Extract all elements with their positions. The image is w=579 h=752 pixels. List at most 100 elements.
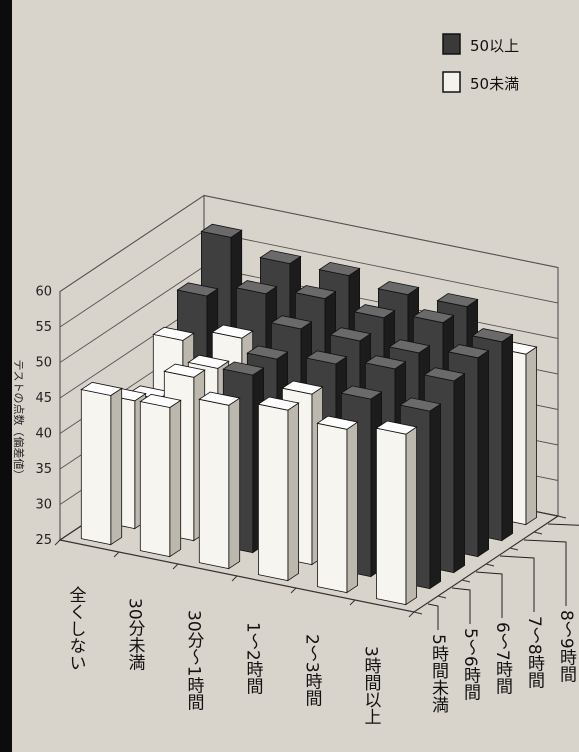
bar-top-face <box>80 381 123 396</box>
depth-label-leader-line <box>547 523 579 526</box>
bar-top-face <box>318 261 361 277</box>
bar-top-face <box>423 367 466 382</box>
bar-front-face <box>375 427 407 606</box>
bar-top-face <box>305 350 348 365</box>
x-axis-tick-mark <box>349 599 356 606</box>
bar-front-face <box>198 398 230 570</box>
bar-top-face <box>152 326 195 341</box>
bar-top-face <box>222 361 265 376</box>
bar-top-face <box>412 309 455 324</box>
y-tick-label: 50 <box>35 356 52 371</box>
x-category-label: 1〜2時間 <box>243 622 263 696</box>
bar-top-face <box>198 391 241 406</box>
x-axis-tick-mark <box>290 587 297 594</box>
bar <box>139 393 182 558</box>
depth-axis-tick-mark <box>533 531 543 535</box>
x-category-label: 30分未満 <box>125 598 146 672</box>
y-tick-label: 35 <box>35 462 52 477</box>
bar-side-face <box>110 387 123 546</box>
bar-top-face <box>163 363 206 378</box>
chart-bars <box>80 223 538 606</box>
bar-top-face <box>235 280 278 295</box>
y-tick-label: 40 <box>35 427 52 442</box>
bar <box>257 396 300 582</box>
y-tick-label: 30 <box>35 498 52 513</box>
bar-front-face <box>257 403 289 582</box>
depth-axis-tick-mark <box>557 515 567 519</box>
bar-top-face <box>211 324 254 339</box>
depth-category-label: 8〜9時間 <box>556 610 576 684</box>
depth-label-leader-line <box>523 539 567 606</box>
bar <box>198 391 241 570</box>
depth-axis-tick-mark <box>461 579 471 583</box>
x-axis-category-labels: 全くしない 30分未満 30分〜1時間 1〜2時間 2〜3時間 3時間以上 <box>66 586 382 725</box>
y-axis-ticks: 25 30 35 40 45 50 55 60 <box>35 285 52 549</box>
bar-side-face <box>525 346 537 526</box>
legend: 50以上 50未満 <box>442 33 519 93</box>
bar-top-face <box>270 315 313 330</box>
y-tick-label: 25 <box>35 533 52 548</box>
y-tick-label: 55 <box>35 320 52 335</box>
bar-top-face <box>294 285 337 300</box>
bar <box>80 381 123 546</box>
bar-top-face <box>176 282 219 297</box>
bar-top-face <box>364 355 407 370</box>
bar-top-face <box>187 354 230 369</box>
bar-top-face <box>353 304 396 319</box>
depth-category-label: 6〜7時間 <box>492 622 512 696</box>
depth-category-label: 7〜8時間 <box>524 616 544 690</box>
depth-category-label: 5時間未満 <box>428 634 449 714</box>
bar-top-face <box>377 281 420 296</box>
bar-top-face <box>447 344 490 359</box>
bar-side-face <box>228 397 241 570</box>
bar-top-face <box>375 420 418 435</box>
bar-side-face <box>501 333 513 542</box>
bar-front-face <box>139 401 171 558</box>
bar-side-face <box>477 349 490 558</box>
depth-axis-tick-mark <box>509 547 519 551</box>
x-axis-tick-mark <box>54 539 61 546</box>
x-axis-tick-mark <box>172 563 179 570</box>
bar-side-face <box>405 426 418 606</box>
legend-swatch-high <box>442 33 461 55</box>
bar-side-face <box>169 399 182 558</box>
legend-label-high: 50以上 <box>470 37 519 55</box>
bar-top-face <box>388 339 431 354</box>
x-category-label: 全くしない <box>66 586 87 671</box>
gridline <box>59 195 559 292</box>
x-category-label: 2〜3時間 <box>302 634 322 708</box>
depth-label-leader-line <box>427 603 439 630</box>
bar-top-face <box>257 396 300 411</box>
depth-label-leader-line <box>475 571 503 618</box>
depth-category-label: 5〜6時間 <box>460 628 480 702</box>
bar-front-face <box>80 389 112 546</box>
bar-top-face <box>246 345 289 360</box>
bar <box>375 420 418 606</box>
bar-top-face <box>259 249 302 265</box>
bar-side-face <box>346 421 359 594</box>
bar-top-face <box>281 380 324 395</box>
y-axis-label: テストの点数（偏差値） <box>12 360 26 481</box>
bar-side-face <box>287 402 300 582</box>
x-category-label: 30分〜1時間 <box>184 610 205 711</box>
bar-top-face <box>329 327 372 342</box>
bar <box>316 415 359 594</box>
bar-side-face <box>453 372 466 574</box>
depth-axis-tick-mark <box>485 563 495 567</box>
legend-swatch-low <box>442 71 461 93</box>
bar-top-face <box>399 397 442 412</box>
y-tick-label: 45 <box>35 391 52 406</box>
legend-label-low: 50未満 <box>470 75 519 93</box>
depth-axis-tick-mark <box>437 595 447 599</box>
bar-top-face <box>200 223 243 238</box>
x-axis-tick-mark <box>113 551 120 558</box>
y-tick-label: 60 <box>35 285 52 300</box>
bar-top-face <box>471 328 514 343</box>
x-category-label: 3時間以上 <box>361 646 382 725</box>
bar-side-face <box>429 403 442 590</box>
bar-top-face <box>316 415 359 430</box>
x-axis-tick-mark <box>231 575 238 582</box>
depth-axis-tick-mark <box>413 611 423 615</box>
